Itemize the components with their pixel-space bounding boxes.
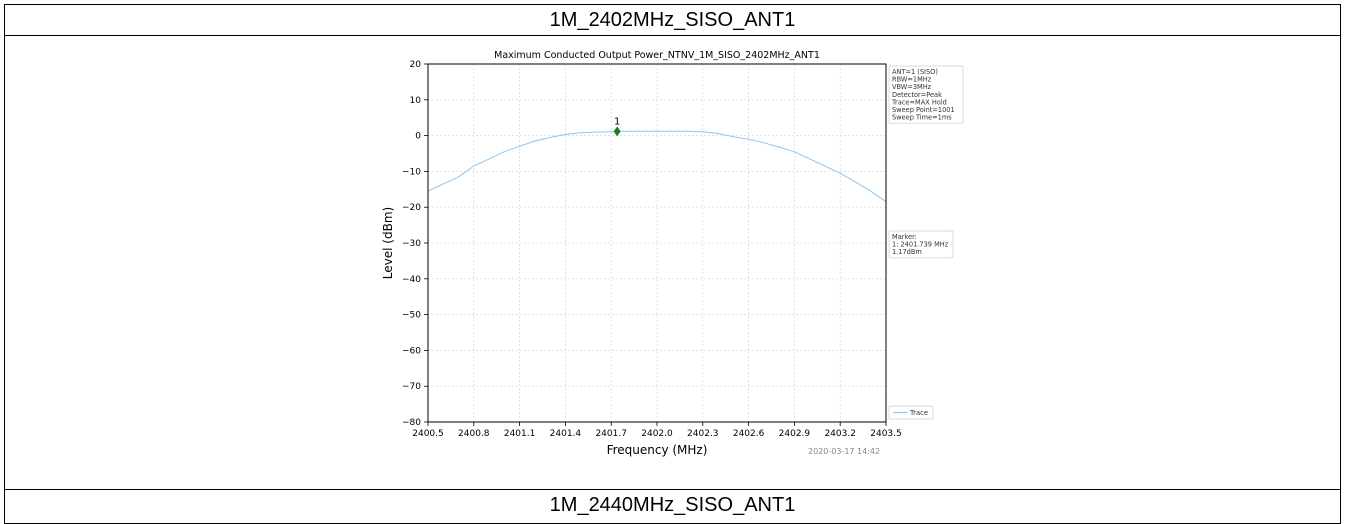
y-tick-label: −30 [402,239,421,249]
table-header-bottom: 1M_2440MHz_SISO_ANT1 [549,493,796,516]
legend-frame [888,405,934,420]
x-tick-label: 2403.5 [870,429,902,439]
y-tick-label: 10 [410,96,422,106]
y-axis-label: Level (dBm) [381,207,395,279]
info-box-line: Detector=Peak [892,91,942,99]
x-tick-label: 2402.0 [641,429,673,439]
x-tick-label: 2401.1 [504,429,535,439]
x-tick-label: 2401.4 [550,429,582,439]
info-box-line: Trace=MAX Hold [891,98,947,106]
marker-box-line: 1: 2401.739 MHz [892,241,949,249]
x-tick-label: 2401.7 [595,429,627,439]
y-tick-label: −70 [402,382,421,392]
chart-background [370,42,970,484]
chart-image: 2400.5 2400.8 2401.1 2401.4 2401.7 2402.0 2402… [370,42,970,484]
marker-box-frame [888,230,954,259]
info-box-line: RBW=1MHz [892,76,932,84]
marker-box-line: Marker: [892,233,917,241]
series-line-trace [427,130,887,203]
y-tick-label: −80 [402,418,421,428]
marker-point [613,126,621,137]
power-chart: 2400.5 2400.8 2401.1 2401.4 2401.7 2402.0 2402… [370,42,970,484]
table-header-top: 1M_2402MHz_SISO_ANT1 [549,8,796,31]
chart-title: Maximum Conducted Output Power_NTNV_1M_S… [494,50,820,61]
y-tick-label: −60 [402,346,421,356]
y-tick-label: −20 [402,203,421,213]
x-tick-label: 2403.2 [824,429,856,439]
marker-layer: 1 [613,116,621,137]
info-box-line: Sweep Time=1ms [892,114,952,122]
x-tick-label: 2400.5 [412,429,444,439]
y-tick-label: 20 [410,60,422,70]
series-layer [427,130,887,203]
y-tick-label: −50 [402,311,421,321]
table-divider-top [5,35,1340,36]
table-divider-bottom [5,489,1340,490]
y-tick-label: 0 [415,132,421,142]
y-tick-label: −40 [402,275,421,285]
x-axis-label: Frequency (MHz) [607,443,708,457]
y-tick-label: −10 [402,167,421,177]
legend-label: Trace [909,409,928,417]
info-box-line: VBW=3MHz [892,83,932,91]
info-box-frame [888,65,964,124]
tick-layer: 2400.5 2400.8 2401.1 2401.4 2401.7 2402.0 2402… [402,60,902,439]
annotation-layer: ANT=1 (SISO)RBW=1MHzVBW=3MHzDetector=Pea… [888,65,964,420]
info-box-line: Sweep Point=1001 [892,106,955,114]
x-tick-label: 2400.8 [458,429,490,439]
x-tick-label: 2402.3 [687,429,719,439]
x-tick-label: 2402.6 [733,429,765,439]
x-tick-label: 2402.9 [779,429,811,439]
timestamp: 2020-03-17 14:42 [808,447,880,456]
info-box-line: ANT=1 (SISO) [892,68,938,76]
marker-box-line: 1.17dBm [892,248,922,256]
marker-label: 1 [614,116,620,127]
